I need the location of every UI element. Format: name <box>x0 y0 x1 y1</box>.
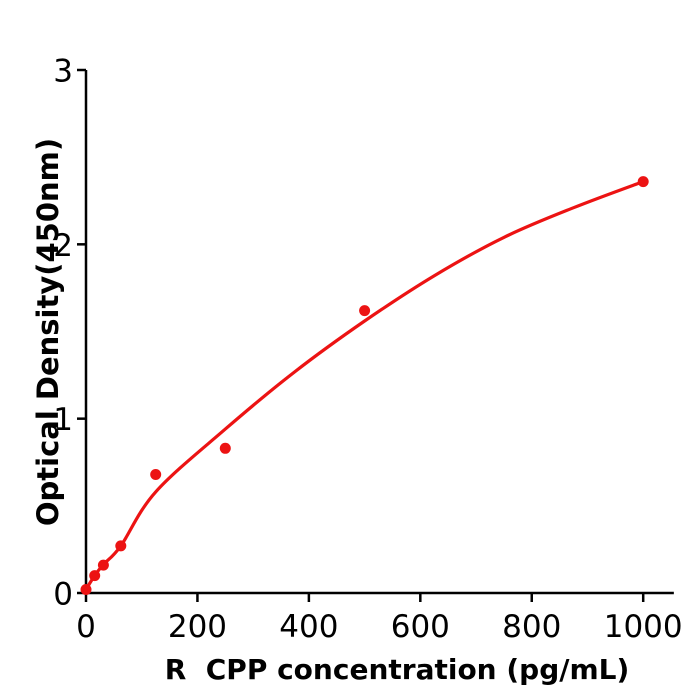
x-tick-label: 600 <box>391 609 450 645</box>
y-axis-label: Optical Density(450nm) <box>31 138 65 526</box>
data-point <box>150 469 162 480</box>
y-tick-label: 0 <box>53 577 73 613</box>
x-tick-label: 1000 <box>604 609 683 645</box>
x-tick-label: 200 <box>168 609 227 645</box>
y-tick-label: 1 <box>53 402 73 438</box>
fit-curve <box>84 180 645 592</box>
y-tick-label: 3 <box>53 54 73 90</box>
plot-layer <box>80 176 649 595</box>
x-tick-label: 400 <box>279 609 338 645</box>
y-tick-label: 2 <box>53 228 73 264</box>
axes-layer: 0 200 400 600 800 1000 0 1 2 3 <box>53 54 682 646</box>
data-point <box>219 442 231 454</box>
data-point <box>359 305 371 317</box>
x-tick-label: 0 <box>76 609 96 645</box>
x-axis-label: R CPP concentration (pg/mL) <box>165 653 630 686</box>
x-tick-label: 800 <box>502 609 561 645</box>
